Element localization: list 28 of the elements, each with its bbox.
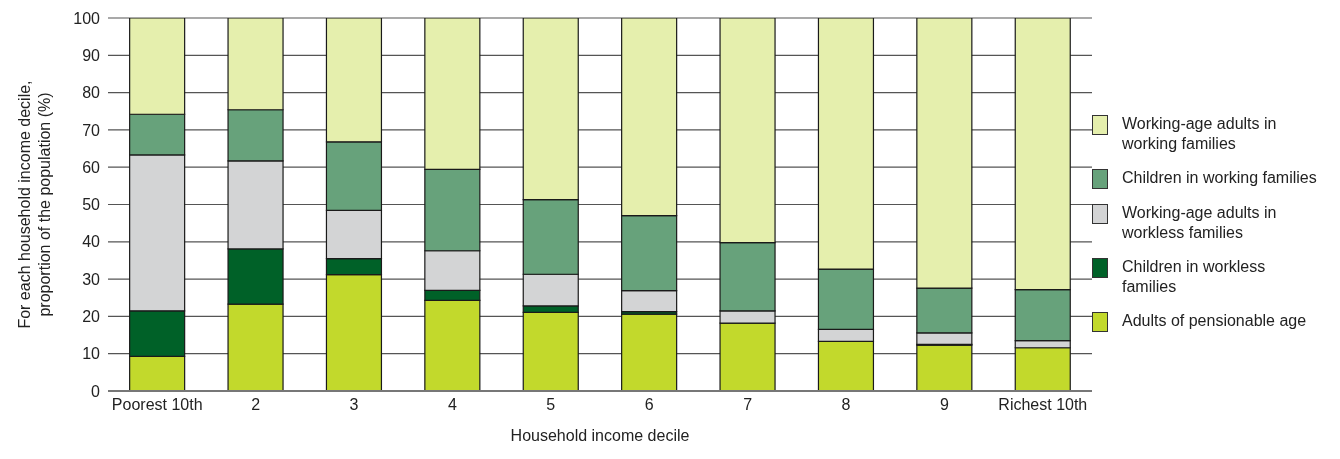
x-tick-label: 9 xyxy=(939,396,949,414)
y-tick-label: 50 xyxy=(82,196,101,214)
legend-label: Working-age adults in working families xyxy=(1122,113,1278,154)
y-axis-title: For each household income decile, proportion of the population (%) xyxy=(16,80,53,329)
x-tick-label: 5 xyxy=(546,396,556,414)
x-tick-label: 4 xyxy=(447,396,457,414)
legend-label: Working-age adults in workless families xyxy=(1122,202,1278,243)
y-tick-label: 0 xyxy=(91,382,101,400)
y-tick-label: 70 xyxy=(82,121,101,139)
x-tick-label: 8 xyxy=(841,396,851,414)
legend-label: Children in working families xyxy=(1122,167,1317,188)
x-tick-label: Poorest 10th xyxy=(111,396,203,414)
x-tick-label: 3 xyxy=(349,396,359,414)
y-tick-label: 80 xyxy=(82,84,101,102)
y-tick-label: 100 xyxy=(73,9,101,27)
y-tick-label: 40 xyxy=(82,233,101,251)
x-tick-label: Richest 10th xyxy=(998,396,1088,414)
x-axis-title: Household income decile xyxy=(510,427,690,444)
x-tick-label: 2 xyxy=(251,396,261,414)
y-tick-label: 90 xyxy=(82,46,101,64)
y-tick-label: 10 xyxy=(82,345,101,363)
y-tick-label: 60 xyxy=(82,158,101,176)
y-tick-label: 20 xyxy=(82,308,101,326)
x-tick-label: 7 xyxy=(743,396,753,414)
x-tick-label: 6 xyxy=(644,396,654,414)
y-tick-label: 30 xyxy=(82,270,101,288)
legend-label: Children in workless families xyxy=(1122,256,1267,297)
legend-label: Adults of pensionable age xyxy=(1122,310,1307,331)
